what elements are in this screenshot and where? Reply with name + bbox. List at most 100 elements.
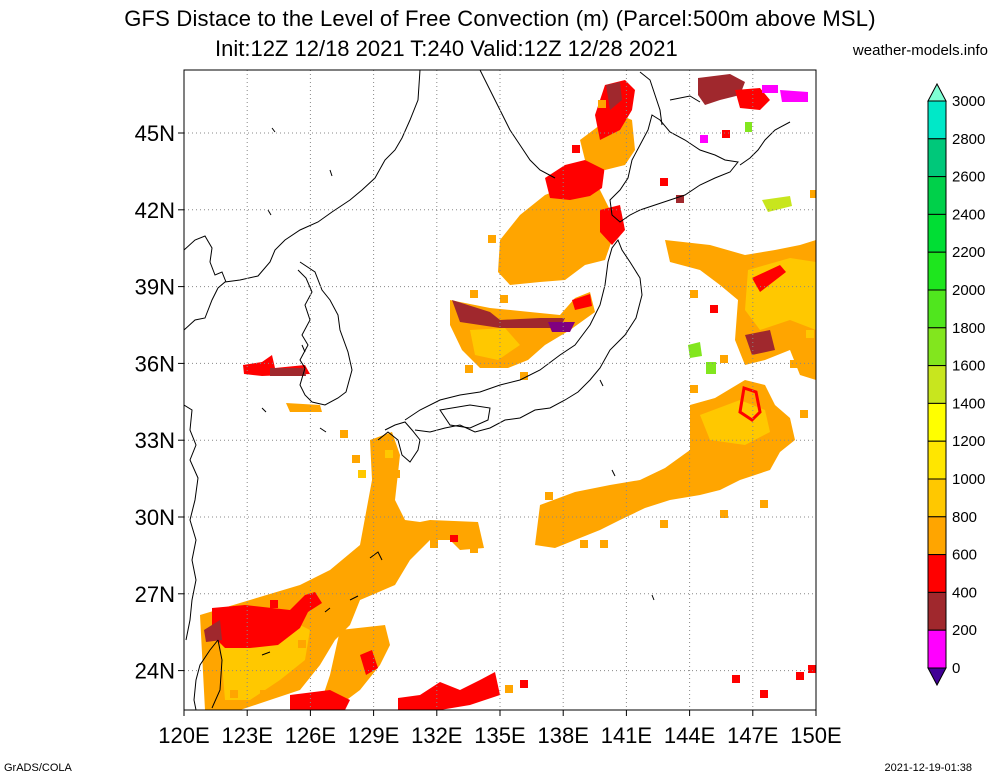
field-north-top-brown <box>606 82 622 110</box>
field-cell <box>710 305 718 313</box>
field-northeast-magenta-2 <box>762 85 778 93</box>
coastline-kyushu <box>377 421 421 463</box>
colorbar-segment <box>927 629 947 669</box>
field-north-top-red <box>595 80 635 140</box>
colorbar-label: 2800 <box>952 131 985 148</box>
colorbar-label: 600 <box>952 547 977 564</box>
coastline-sakhalin <box>639 71 701 126</box>
lon-label: 147E <box>727 723 778 748</box>
colorbar-segment <box>927 100 947 140</box>
colorbar-segment <box>927 213 947 253</box>
colorbar-label: 2400 <box>952 206 985 223</box>
field-cell <box>560 232 568 240</box>
field-cell <box>470 545 478 553</box>
colorbar-label: 1800 <box>952 320 985 337</box>
colorbar-segment <box>927 440 947 480</box>
field-cell <box>298 640 306 648</box>
field-cell <box>465 365 473 373</box>
field-cell <box>760 690 768 698</box>
colorbar-segment <box>927 402 947 442</box>
lon-label: 120E <box>158 723 209 748</box>
field-cell <box>705 455 713 463</box>
field-cell <box>790 360 798 368</box>
colorbar-label: 3000 <box>952 93 985 110</box>
field-cell <box>690 385 698 393</box>
field-red-ring <box>738 386 762 422</box>
colorbar-label: 200 <box>952 622 977 639</box>
lon-label: 129E <box>348 723 399 748</box>
site-credit: weather-models.info <box>852 42 988 59</box>
field-red-taiwan <box>212 592 322 648</box>
colorbar-segment <box>927 478 947 518</box>
colorbar-label: 0 <box>952 660 960 677</box>
field-cell <box>312 700 320 708</box>
lon-label: 123E <box>222 723 273 748</box>
field-northeast-lime <box>762 196 792 212</box>
field-east-green-2 <box>706 362 716 374</box>
lat-label: 45N <box>135 121 175 146</box>
field-east-red <box>752 265 786 292</box>
field-northeast-green <box>745 122 752 132</box>
field-cell <box>810 190 816 198</box>
colorbar-segment <box>927 251 947 291</box>
field-cell <box>676 195 684 203</box>
lat-label: 36N <box>135 351 175 376</box>
colorbar-label: 800 <box>952 509 977 526</box>
field-brown-taiwan <box>204 620 222 642</box>
lat-label: 42N <box>135 198 175 223</box>
field-cell <box>690 290 698 298</box>
colorbar-segment <box>927 554 947 593</box>
software-credit: GrADS/COLA <box>4 762 72 774</box>
field-cell <box>270 600 278 608</box>
field-cell <box>720 355 728 363</box>
field-cell <box>488 235 496 243</box>
colorbar-segment <box>927 327 947 367</box>
field-cell <box>520 255 528 263</box>
lat-label: 30N <box>135 505 175 530</box>
coastline-russia <box>479 70 556 179</box>
coastline-asia <box>184 70 421 331</box>
field-korea-south <box>286 403 322 412</box>
field-patch-okinawa <box>320 625 390 705</box>
lfc-field <box>200 74 816 710</box>
field-cell <box>720 510 728 518</box>
field-cell <box>796 672 804 680</box>
field-east-green <box>688 342 702 358</box>
field-sea-of-japan-brown <box>452 300 565 328</box>
colorbar-label: 1400 <box>952 395 985 412</box>
field-red-ryukyu <box>360 650 378 675</box>
field-sea-of-japan-purple <box>548 322 575 332</box>
coastline-china-south <box>184 404 199 641</box>
coastline-taiwan <box>193 639 223 710</box>
lat-label: 39N <box>135 275 175 300</box>
gridlines <box>184 70 816 710</box>
lat-label: 33N <box>135 428 175 453</box>
field-cell <box>800 410 808 418</box>
colorbar-label: 2200 <box>952 244 985 261</box>
colorbar-top-arrow <box>927 82 947 102</box>
colorbar-segment <box>927 365 947 404</box>
colorbar-bottom-arrow <box>927 667 947 687</box>
field-cell <box>505 685 513 693</box>
field-cell <box>760 500 768 508</box>
field-cell <box>806 330 814 338</box>
field-cell <box>732 675 740 683</box>
colorbar-segment <box>927 176 947 215</box>
colorbar-segment <box>927 591 947 631</box>
field-cell <box>722 130 730 138</box>
field-cell <box>230 690 238 698</box>
colorbar: 3000280026002400220020001800160014001200… <box>927 82 985 687</box>
field-sea-of-japan-red <box>572 294 592 310</box>
lat-label: 24N <box>135 659 175 684</box>
field-cell <box>660 178 668 186</box>
coastline-honshu <box>404 238 643 433</box>
colorbar-segment <box>927 138 947 178</box>
field-yellow-sea-brown <box>270 368 306 376</box>
colorbar-segment <box>927 289 947 329</box>
field-cell <box>520 372 528 380</box>
field-hokkaido-red <box>600 205 625 245</box>
field-cell <box>318 580 326 588</box>
colorbar-segment <box>927 516 947 556</box>
coastline-islands <box>261 127 655 656</box>
chart-title: GFS Distace to the Level of Free Convect… <box>124 6 876 31</box>
